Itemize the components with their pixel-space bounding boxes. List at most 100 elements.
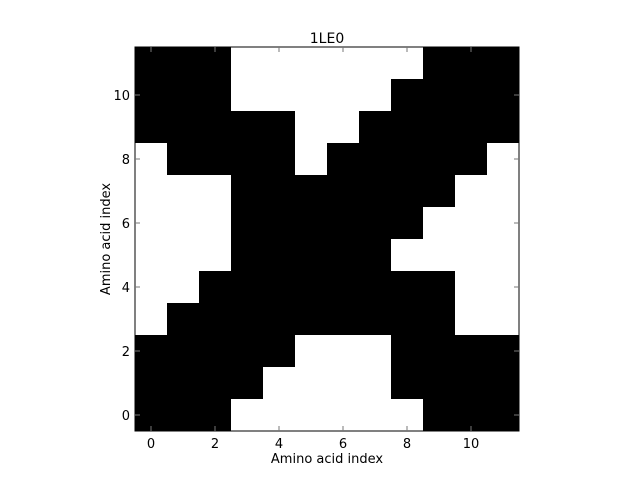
- heatmap-cell: [263, 303, 296, 336]
- heatmap-cell: [135, 207, 168, 240]
- heatmap-cell: [231, 399, 264, 432]
- heatmap-cell: [327, 207, 360, 240]
- heatmap-cell: [135, 47, 168, 80]
- heatmap-cell: [135, 143, 168, 176]
- heatmap-cell: [391, 111, 424, 144]
- heatmap-cell: [295, 239, 328, 272]
- y-tick-label: 8: [122, 153, 130, 168]
- heatmap-cell: [391, 239, 424, 272]
- heatmap-cell: [167, 207, 200, 240]
- heatmap-cell: [295, 399, 328, 432]
- heatmap-cell: [455, 143, 488, 176]
- heatmap-cell: [423, 47, 456, 80]
- heatmap-cell: [327, 239, 360, 272]
- heatmap-cell: [327, 79, 360, 112]
- heatmap-cell: [487, 239, 520, 272]
- heatmap-cell: [199, 303, 232, 336]
- heatmap-cell: [487, 175, 520, 208]
- heatmap-cell: [263, 79, 296, 112]
- heatmap-cell: [231, 143, 264, 176]
- heatmap-cell: [423, 367, 456, 400]
- y-tick-label: 2: [122, 345, 130, 360]
- heatmap-cell: [135, 111, 168, 144]
- heatmap-cell: [391, 79, 424, 112]
- heatmap-cell: [359, 303, 392, 336]
- heatmap-cell: [231, 47, 264, 80]
- heatmap-cell: [487, 111, 520, 144]
- heatmap-cell: [327, 143, 360, 176]
- heatmap-cell: [423, 335, 456, 368]
- heatmap-cell: [135, 175, 168, 208]
- heatmap-cell: [487, 303, 520, 336]
- heatmap-cell: [295, 47, 328, 80]
- heatmap-cell: [263, 335, 296, 368]
- heatmap-cell: [231, 111, 264, 144]
- heatmap-cell: [391, 335, 424, 368]
- x-tick-label: 4: [275, 437, 283, 452]
- heatmap-cell: [455, 271, 488, 304]
- heatmap-cell: [263, 143, 296, 176]
- heatmap-cell: [199, 47, 232, 80]
- heatmap-cell: [231, 303, 264, 336]
- heatmap-cell: [327, 175, 360, 208]
- heatmap-cell: [135, 239, 168, 272]
- heatmap-cell: [327, 367, 360, 400]
- y-tick-label: 0: [122, 409, 130, 424]
- heatmap-cell: [391, 303, 424, 336]
- heatmap-cell: [199, 239, 232, 272]
- heatmap-cell: [455, 111, 488, 144]
- heatmap-cell: [199, 143, 232, 176]
- axes-frame: [134, 46, 520, 432]
- heatmap-cell: [167, 271, 200, 304]
- heatmap-cell: [359, 399, 392, 432]
- heatmap-cell: [327, 303, 360, 336]
- heatmap-cell: [423, 111, 456, 144]
- heatmap-cell: [167, 335, 200, 368]
- heatmap-cell: [231, 335, 264, 368]
- heatmap-cell: [135, 271, 168, 304]
- heatmap-cell: [167, 111, 200, 144]
- heatmap-cell: [199, 207, 232, 240]
- heatmap-cell: [231, 367, 264, 400]
- heatmap-cell: [455, 175, 488, 208]
- heatmap-cell: [263, 271, 296, 304]
- heatmap-cell: [327, 47, 360, 80]
- heatmap-cell: [455, 303, 488, 336]
- heatmap-cell: [231, 207, 264, 240]
- heatmap-cell: [167, 175, 200, 208]
- x-axis-label: Amino acid index: [271, 452, 383, 467]
- heatmap-cell: [263, 239, 296, 272]
- heatmap-cell: [423, 271, 456, 304]
- heatmap-cell: [295, 271, 328, 304]
- heatmap-cell: [167, 367, 200, 400]
- heatmap-cell: [231, 79, 264, 112]
- heatmap-cell: [231, 239, 264, 272]
- heatmap-cell: [295, 303, 328, 336]
- heatmap-cell: [295, 175, 328, 208]
- heatmap-cell: [359, 175, 392, 208]
- heatmap-cell: [391, 207, 424, 240]
- heatmap-cell: [167, 303, 200, 336]
- heatmap-cell: [199, 79, 232, 112]
- heatmap-cell: [423, 143, 456, 176]
- heatmap-cell: [295, 367, 328, 400]
- heatmap-cell: [455, 335, 488, 368]
- heatmap-cell: [423, 207, 456, 240]
- heatmap-cell: [135, 367, 168, 400]
- heatmap-cell: [263, 367, 296, 400]
- heatmap-cell: [423, 399, 456, 432]
- heatmap-cell: [231, 271, 264, 304]
- heatmap-cell: [167, 239, 200, 272]
- heatmap-cell: [391, 47, 424, 80]
- axis-ticks: 0 2 4 6 8 10 0 2 4 6 8 10: [113, 47, 519, 452]
- x-tick-label: 2: [211, 437, 219, 452]
- heatmap-cell: [263, 175, 296, 208]
- heatmap-cell: [135, 79, 168, 112]
- chart-title: 1LE0: [310, 31, 344, 47]
- heatmap-cell: [359, 111, 392, 144]
- heatmap-cell: [359, 239, 392, 272]
- heatmap-cell: [455, 79, 488, 112]
- x-tick-label: 0: [147, 437, 155, 452]
- heatmap-cell: [423, 303, 456, 336]
